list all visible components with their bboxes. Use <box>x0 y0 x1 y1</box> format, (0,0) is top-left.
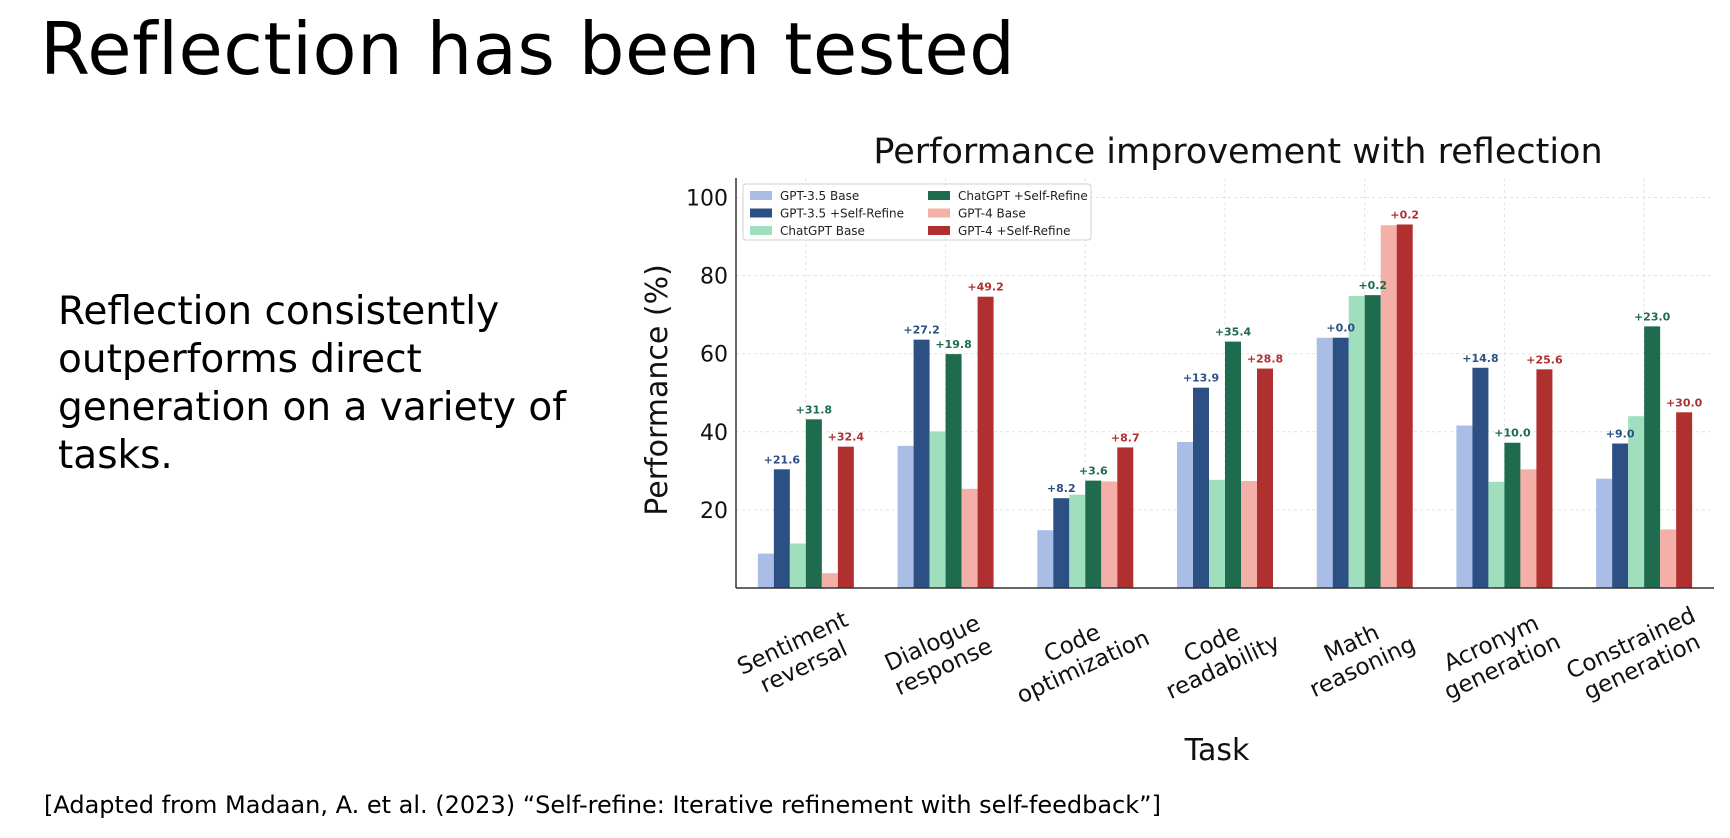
bar <box>897 445 914 588</box>
legend-swatch <box>928 208 950 218</box>
citation: [Adapted from Madaan, A. et al. (2023) “… <box>44 791 1161 819</box>
bar <box>1316 337 1333 588</box>
bar <box>1332 337 1349 588</box>
data-label: +35.4 <box>1215 326 1252 339</box>
y-tick-label: 40 <box>700 421 728 446</box>
x-tick-label: Dialogueresponse <box>880 610 997 701</box>
bar <box>1612 443 1629 588</box>
data-label: +25.6 <box>1526 353 1563 366</box>
bar <box>1536 369 1553 588</box>
bar <box>1225 341 1241 588</box>
legend: GPT-3.5 Base GPT-3.5 +Self-Refine ChatGPT … <box>742 183 1092 241</box>
bar <box>1644 326 1661 588</box>
bar <box>1520 469 1537 588</box>
slide-title: Reflection has been tested <box>40 7 1016 91</box>
x-tick-label: Sentimentreversal <box>734 607 864 704</box>
bar <box>1085 480 1102 588</box>
x-axis-title: Task <box>1184 733 1250 768</box>
legend-label: GPT-4 Base <box>958 207 1026 221</box>
legend-swatch <box>750 208 772 218</box>
bar <box>1101 481 1118 588</box>
legend-label: ChatGPT +Self-Refine <box>958 189 1088 203</box>
data-label: +9.0 <box>1606 428 1635 441</box>
bar <box>1348 295 1365 588</box>
bar <box>1676 412 1693 588</box>
y-tick-label: 60 <box>700 343 728 368</box>
data-label: +10.0 <box>1494 427 1531 440</box>
y-tick-label: 100 <box>686 187 728 212</box>
bar <box>977 296 994 588</box>
bar <box>1069 494 1086 588</box>
legend-swatch <box>928 191 950 200</box>
legend-swatch <box>750 226 772 235</box>
bar <box>1177 441 1193 588</box>
bar <box>1488 481 1505 588</box>
bar <box>1193 387 1209 588</box>
data-label: +30.0 <box>1666 396 1703 409</box>
bar <box>913 339 930 588</box>
legend-label: GPT-3.5 +Self-Refine <box>780 207 904 221</box>
bar <box>1396 224 1413 588</box>
data-label: +27.2 <box>903 324 939 337</box>
bar <box>961 488 978 588</box>
bar <box>1037 530 1054 588</box>
legend-label: ChatGPT Base <box>780 224 865 238</box>
data-label: +32.4 <box>828 431 865 444</box>
bar <box>1117 447 1134 588</box>
y-tick-label: 80 <box>700 265 728 290</box>
bar <box>757 553 774 588</box>
data-label: +0.2 <box>1390 208 1419 221</box>
x-tick-label: Codeoptimization <box>1002 602 1154 710</box>
legend-label: GPT-4 +Self-Refine <box>958 224 1071 238</box>
data-label: +28.8 <box>1247 353 1283 366</box>
data-label: +0.2 <box>1358 279 1387 292</box>
bar <box>929 431 946 588</box>
x-tick-label: Codereadability <box>1151 606 1284 705</box>
bar <box>805 419 822 588</box>
legend-swatch <box>750 191 772 200</box>
data-label: +0.0 <box>1326 322 1355 335</box>
bar <box>1596 478 1613 588</box>
bar <box>1241 481 1257 588</box>
data-label: +3.6 <box>1079 465 1108 478</box>
bar <box>1257 368 1273 588</box>
data-label: +8.7 <box>1111 431 1140 444</box>
legend-swatch <box>928 226 950 235</box>
data-label: +8.2 <box>1047 482 1076 495</box>
body-text: Reflection consistently outperforms dire… <box>58 289 566 478</box>
bar <box>1660 529 1677 588</box>
y-tick-label: 20 <box>700 499 728 524</box>
bar <box>1053 498 1070 588</box>
bar <box>1504 442 1521 588</box>
bar <box>1628 416 1645 588</box>
data-label: +14.8 <box>1462 352 1498 365</box>
bar <box>789 543 806 588</box>
bar <box>1472 367 1489 588</box>
data-label: +13.9 <box>1183 372 1219 385</box>
legend-box <box>742 183 1092 241</box>
chart-title: Performance improvement with reflection <box>873 132 1602 172</box>
bar <box>1380 225 1397 588</box>
x-tick-label: Mathreasoning <box>1295 608 1420 703</box>
bar <box>1456 425 1473 588</box>
data-label: +31.8 <box>796 403 832 416</box>
data-labels: +21.6 +31.8 +32.4 +27.2+19.8 +49.2 +8.2+3.6 +8… <box>764 208 1703 495</box>
bar <box>821 573 838 588</box>
bar <box>837 446 854 588</box>
data-label: +49.2 <box>967 281 1003 294</box>
data-label: +21.6 <box>764 453 801 466</box>
x-tick-label: Acronymgeneration <box>1429 605 1564 705</box>
y-axis-title: Performance (%) <box>640 264 675 516</box>
legend-label: GPT-3.5 Base <box>780 189 859 203</box>
data-label: +19.8 <box>935 338 971 351</box>
data-label: +23.0 <box>1634 310 1671 323</box>
bar <box>1364 295 1381 588</box>
bar <box>773 469 790 588</box>
bar <box>945 354 962 588</box>
x-tick-label: Constrainedgeneration <box>1563 603 1711 709</box>
bar <box>1209 479 1225 588</box>
bars <box>757 224 1693 588</box>
